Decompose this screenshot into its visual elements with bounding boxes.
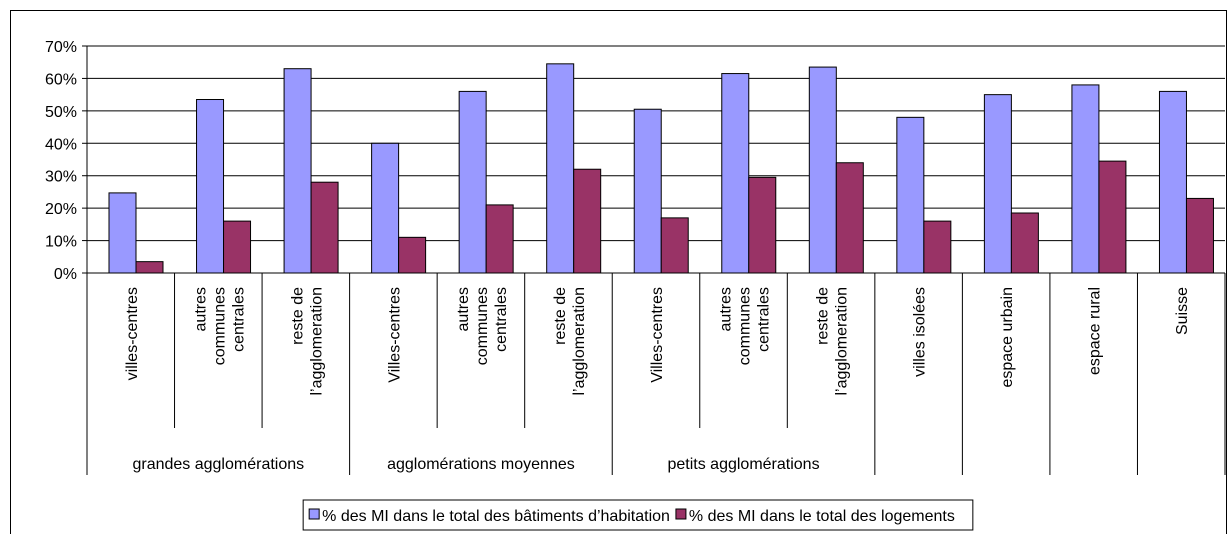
- bar: [1185, 197, 1214, 274]
- bar: [458, 90, 487, 274]
- x-tick-label: Villes-centres: [386, 287, 403, 383]
- bar: [808, 66, 837, 274]
- legend-box: [302, 499, 974, 531]
- x-tick-label: Suisse: [1174, 287, 1191, 335]
- legend: % des MI dans le total des bâtiments d’h…: [302, 499, 974, 531]
- x-tick-label: espace urbain: [999, 287, 1016, 388]
- bar: [546, 63, 575, 274]
- bar: [485, 204, 514, 274]
- x-tick-label: autres communes centrales: [192, 287, 247, 365]
- legend-swatch: [308, 508, 320, 520]
- y-tick-label: 70%: [45, 39, 77, 56]
- x-tick-label: reste de l’agglomeration: [289, 287, 325, 396]
- y-tick-label: 50%: [45, 104, 77, 121]
- bar: [398, 236, 427, 274]
- bar: [283, 68, 312, 274]
- y-tick-label: 40%: [45, 136, 77, 153]
- y-tick-label: 10%: [45, 234, 77, 251]
- bar: [896, 116, 925, 274]
- bar: [1098, 160, 1127, 274]
- x-tick-label: reste de l’agglomeration: [815, 287, 851, 396]
- y-tick-label: 20%: [45, 201, 77, 218]
- bar: [310, 181, 339, 274]
- bar: [223, 220, 252, 274]
- group-label: grandes agglomérations: [132, 456, 304, 473]
- legend-label: % des MI dans le total des bâtiments d’h…: [322, 508, 670, 525]
- bar: [371, 142, 400, 274]
- bar: [1158, 90, 1187, 274]
- legend-label: % des MI dans le total des logements: [689, 508, 955, 525]
- legend-swatch: [675, 508, 687, 520]
- bar: [633, 108, 662, 274]
- x-tick-label: Villes-centres: [649, 287, 666, 383]
- x-tick-label: autres communes centrales: [718, 287, 773, 365]
- x-tick-label: reste de l’agglomeration: [552, 287, 588, 396]
- x-tick-label: villes-centres: [124, 287, 141, 380]
- y-tick-label: 0%: [54, 266, 77, 283]
- bar: [196, 99, 225, 274]
- x-tick-label: espace rural: [1087, 287, 1104, 375]
- group-label: agglomérations moyennes: [387, 456, 575, 473]
- bar: [748, 176, 777, 274]
- bar: [1071, 84, 1100, 274]
- bar: [660, 217, 689, 274]
- y-tick-label: 60%: [45, 71, 77, 88]
- bar: [923, 220, 952, 274]
- group-label: petits agglomérations: [667, 456, 819, 473]
- x-tick-label: autres communes centrales: [455, 287, 510, 365]
- bar: [573, 168, 602, 274]
- x-tick-label: villes isolées: [912, 287, 929, 377]
- bar: [108, 192, 137, 274]
- bar: [983, 94, 1012, 274]
- y-tick-label: 30%: [45, 169, 77, 186]
- bar: [721, 73, 750, 274]
- bar: [835, 162, 864, 274]
- bar: [135, 261, 164, 274]
- bar: [1010, 212, 1039, 274]
